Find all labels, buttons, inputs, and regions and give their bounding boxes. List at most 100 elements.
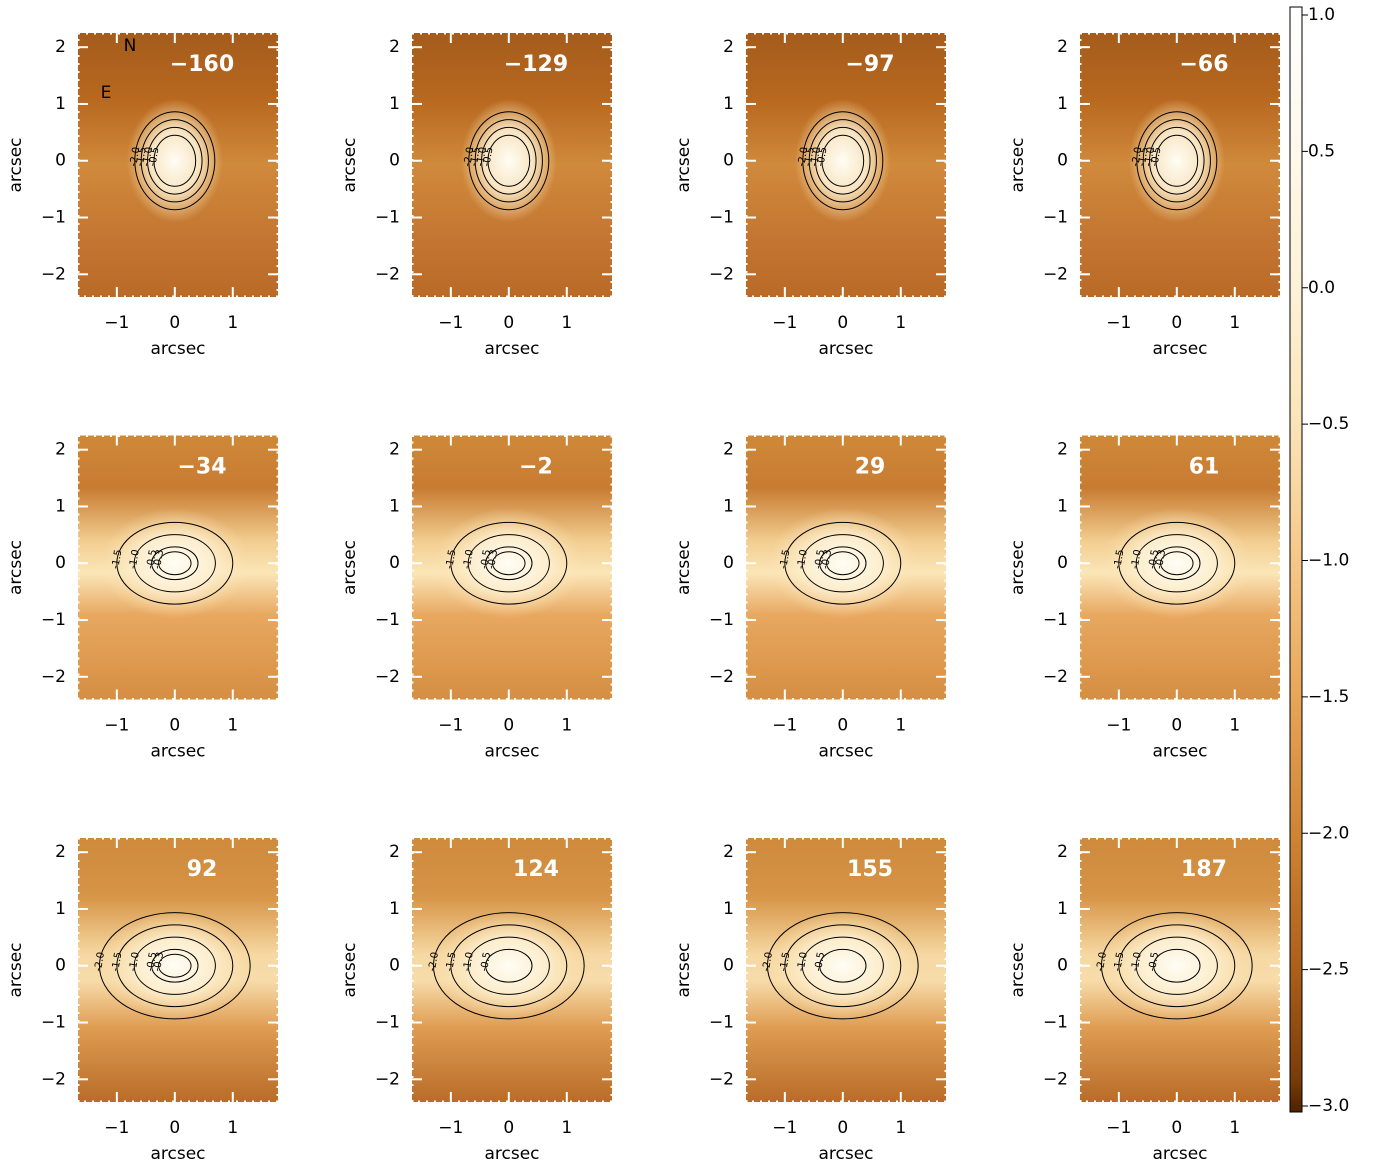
contour-label: -2.0	[1095, 951, 1109, 972]
contour	[116, 924, 234, 1008]
y-tick-label: −2	[1043, 1069, 1068, 1089]
image-content: -1.5 -1.0 -0.5-0.3	[433, 508, 584, 619]
contour	[784, 924, 902, 1008]
y-tick-label: 0	[389, 553, 400, 573]
colorbar	[1289, 6, 1303, 1113]
colorbar-tick-label: −2.5	[1308, 960, 1349, 980]
contour-label: -1.5	[1137, 146, 1151, 167]
contour	[151, 948, 199, 983]
colorbar-tick-label: 0.0	[1308, 278, 1335, 298]
y-tick-label: −2	[375, 264, 400, 284]
velocity-label: 29	[855, 455, 886, 480]
contour-label: -2.0	[128, 146, 142, 167]
compass-north: N	[124, 36, 137, 56]
x-tick-label: 0	[837, 716, 848, 736]
x-tick-label: 0	[503, 716, 514, 736]
y-tick-label: 1	[1057, 496, 1068, 516]
contour-label: -1.0	[462, 951, 476, 972]
x-tick-label: −1	[438, 1118, 463, 1138]
x-tick-label: 1	[895, 1118, 906, 1138]
y-tick-label: −2	[41, 1069, 66, 1089]
contour-label: -1.0	[796, 951, 810, 972]
x-tick-label: −1	[772, 716, 797, 736]
x-tick-label: −1	[438, 313, 463, 333]
y-tick-label: 2	[1057, 37, 1068, 57]
y-tick-label: 2	[1057, 440, 1068, 460]
velocity-label: −66	[1179, 52, 1228, 77]
contour	[485, 948, 533, 983]
velocity-label: 187	[1181, 857, 1227, 882]
panel: -2.0-1.5-1.0-0.5 −1 0 1 −2 −1 0 1 2 arcsec arcsec −…	[674, 31, 948, 359]
x-tick-label: 0	[169, 1118, 180, 1138]
x-tick-label: 1	[1229, 313, 1240, 333]
image-core	[1101, 508, 1252, 619]
contour-label: -1.5	[803, 146, 817, 167]
y-tick-label: −1	[375, 610, 400, 630]
y-tick-label: 2	[389, 37, 400, 57]
contour	[1153, 948, 1201, 983]
contour-label: -1.0	[475, 146, 489, 167]
contour	[819, 948, 867, 983]
panel: -1.5 -1.0 -0.5-0.3 −1 0 1 −2 −1 0 1 2 arcsec arcsec −…	[340, 434, 614, 762]
velocity-label: −97	[845, 52, 894, 77]
contour-label: -1.0	[1130, 951, 1144, 972]
contour-label: -0.5	[813, 549, 827, 570]
panel: -2.0-1.5-1.0-0.5 −1 0 1 −2 −1 0 1 2 arcsec arcsec −…	[1008, 31, 1282, 359]
contour	[819, 546, 867, 581]
contour-label: -1.5	[778, 951, 792, 972]
contour	[801, 936, 884, 995]
y-tick-label: 1	[55, 94, 66, 114]
contour-label: -0.5	[145, 549, 159, 570]
x-tick-label: 0	[837, 313, 848, 333]
panel: -2.0-1.5-1.0-0.5 −1 0 1 −2 −1 0 1 2 arcsec arcsec −…	[6, 31, 280, 359]
contour-label: -1.5	[444, 549, 458, 570]
contour	[153, 134, 197, 187]
contour-label: -0.3	[1154, 549, 1168, 570]
panel: -2.0 -1.5 -1.0 -0.5 −1 0 1 −2 −1 0 1 2 arcsec arcsec 1…	[340, 836, 614, 1164]
x-axis-label: arcsec	[818, 1144, 873, 1164]
contour	[98, 912, 251, 1020]
contour-label: -2.0	[1130, 146, 1144, 167]
x-tick-label: −1	[438, 716, 463, 736]
x-axis-label: arcsec	[818, 742, 873, 762]
x-axis-label: arcsec	[1152, 742, 1207, 762]
x-axis-label: arcsec	[484, 339, 539, 359]
velocity-label: 124	[513, 857, 559, 882]
contour	[1136, 111, 1218, 211]
y-tick-label: −2	[41, 667, 66, 687]
y-tick-label: 1	[389, 94, 400, 114]
y-axis-label: arcsec	[340, 540, 360, 595]
contour-label: -0.3	[152, 951, 166, 972]
contour	[1135, 936, 1218, 995]
velocity-label: −2	[519, 455, 553, 480]
contour-label: -2.0	[462, 146, 476, 167]
image-content: -1.5 -1.0 -0.5-0.3	[1101, 508, 1252, 619]
contour	[821, 134, 865, 187]
y-tick-label: −2	[1043, 264, 1068, 284]
y-tick-label: 1	[389, 496, 400, 516]
image-content: -1.5 -1.0 -0.5-0.3	[767, 508, 918, 619]
y-axis-label: arcsec	[6, 540, 26, 595]
x-tick-label: 0	[1171, 313, 1182, 333]
y-tick-label: 2	[723, 440, 734, 460]
y-tick-label: −1	[1043, 1013, 1068, 1033]
compass-east: E	[101, 83, 112, 103]
contour	[158, 953, 192, 978]
y-tick-label: −1	[709, 610, 734, 630]
contour-label: -0.5	[147, 146, 161, 167]
y-tick-label: −1	[41, 610, 66, 630]
y-tick-label: −1	[1043, 610, 1068, 630]
x-tick-label: 1	[561, 313, 572, 333]
y-tick-label: 0	[55, 956, 66, 976]
contour	[450, 521, 568, 605]
image-core	[99, 508, 250, 619]
y-tick-label: 0	[1057, 956, 1068, 976]
contour-label: -2.0	[761, 951, 775, 972]
contour	[802, 111, 884, 211]
y-tick-label: 0	[55, 151, 66, 171]
y-tick-label: 2	[55, 842, 66, 862]
contour	[147, 126, 203, 195]
y-tick-label: 0	[389, 151, 400, 171]
y-tick-label: 2	[389, 440, 400, 460]
